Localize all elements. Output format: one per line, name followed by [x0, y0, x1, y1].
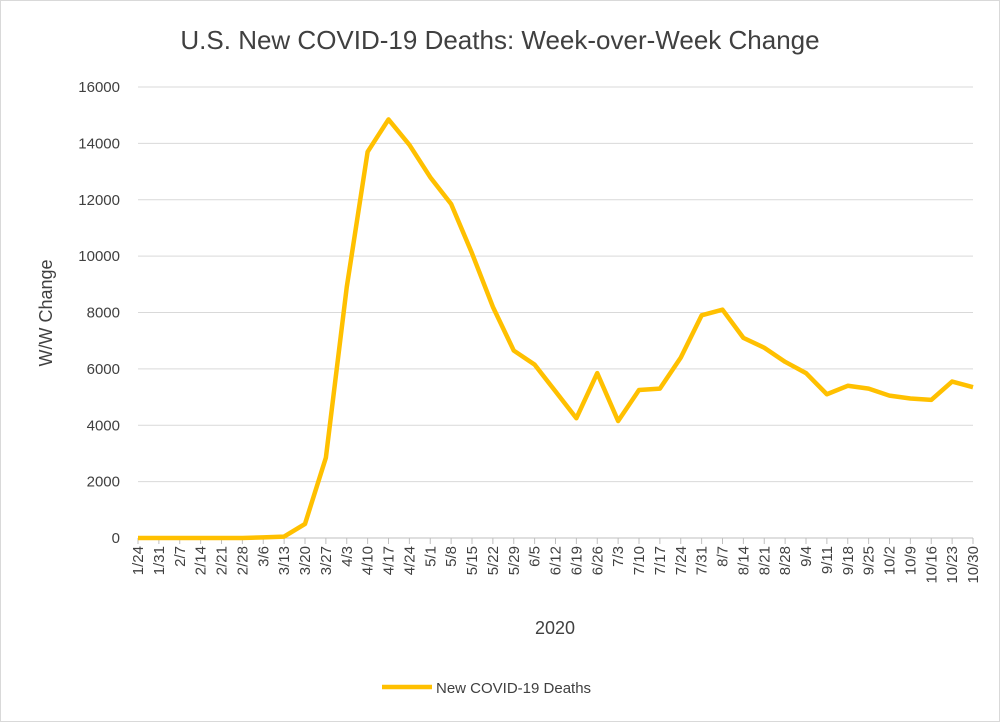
y-tick-label: 14000 — [78, 135, 120, 152]
x-tick-label: 9/18 — [840, 546, 857, 575]
x-tick-label: 4/3 — [339, 546, 356, 567]
x-tick-label: 3/6 — [255, 546, 272, 567]
x-tick-label: 10/30 — [965, 546, 982, 584]
x-tick-label: 4/10 — [360, 546, 377, 575]
x-tick-label: 9/11 — [819, 546, 836, 574]
legend-label: New COVID-19 Deaths — [436, 680, 591, 697]
x-tick-label: 4/17 — [381, 546, 398, 575]
x-tick-label: 2/7 — [172, 546, 189, 567]
x-tick-label: 5/8 — [443, 546, 460, 567]
x-tick-label: 5/29 — [506, 546, 523, 575]
x-tick-label: 10/23 — [944, 546, 961, 584]
x-tick-label: 9/25 — [861, 546, 878, 575]
x-tick-label: 6/12 — [548, 546, 565, 575]
x-tick-label: 7/31 — [694, 546, 711, 575]
y-tick-label: 2000 — [87, 474, 120, 491]
y-tick-label: 16000 — [78, 79, 120, 96]
x-tick-label: 3/20 — [297, 546, 314, 575]
x-tick-label: 7/24 — [673, 546, 690, 575]
x-tick-label: 4/24 — [401, 546, 418, 575]
x-tick-label: 3/27 — [318, 546, 335, 575]
x-tick-label: 2/21 — [214, 546, 231, 575]
y-tick-label: 4000 — [87, 417, 120, 434]
x-tick-label: 5/15 — [464, 546, 481, 575]
x-tick-label: 10/9 — [902, 546, 919, 575]
x-tick-label: 8/28 — [777, 546, 794, 575]
y-tick-label: 8000 — [87, 305, 120, 322]
y-tick-label: 12000 — [78, 192, 120, 209]
x-tick-label: 5/1 — [422, 546, 439, 567]
x-tick-label: 8/7 — [715, 546, 732, 567]
x-tick-label: 7/3 — [610, 546, 627, 567]
x-tick-label: 10/16 — [923, 546, 940, 584]
data-line — [138, 117, 974, 541]
x-tick-label: 7/10 — [631, 546, 648, 575]
x-tick-label: 2/14 — [193, 546, 210, 575]
x-tick-label: 6/19 — [568, 546, 585, 575]
x-tick-label: 1/31 — [151, 546, 168, 575]
x-tick-label: 5/22 — [485, 546, 502, 575]
x-tick-label: 3/13 — [276, 546, 293, 575]
x-tick-label: 9/4 — [798, 546, 815, 567]
x-tick-label: 6/26 — [589, 546, 606, 575]
x-tick-label: 1/24 — [130, 546, 147, 575]
y-tick-label: 10000 — [78, 248, 120, 265]
y-axis-label: W/W Change — [36, 259, 56, 366]
x-tick-label: 8/14 — [735, 546, 752, 575]
y-tick-label: 0 — [112, 530, 120, 547]
x-tick-label: 7/17 — [652, 546, 669, 575]
x-axis-label: 2020 — [535, 618, 575, 638]
x-tick-label: 6/5 — [527, 546, 544, 567]
y-tick-label: 6000 — [87, 361, 120, 378]
chart-title: U.S. New COVID-19 Deaths: Week-over-Week… — [180, 25, 819, 55]
x-tick-label: 8/21 — [756, 546, 773, 575]
x-tick-label: 10/2 — [882, 546, 899, 575]
x-tick-label: 2/28 — [234, 546, 251, 575]
